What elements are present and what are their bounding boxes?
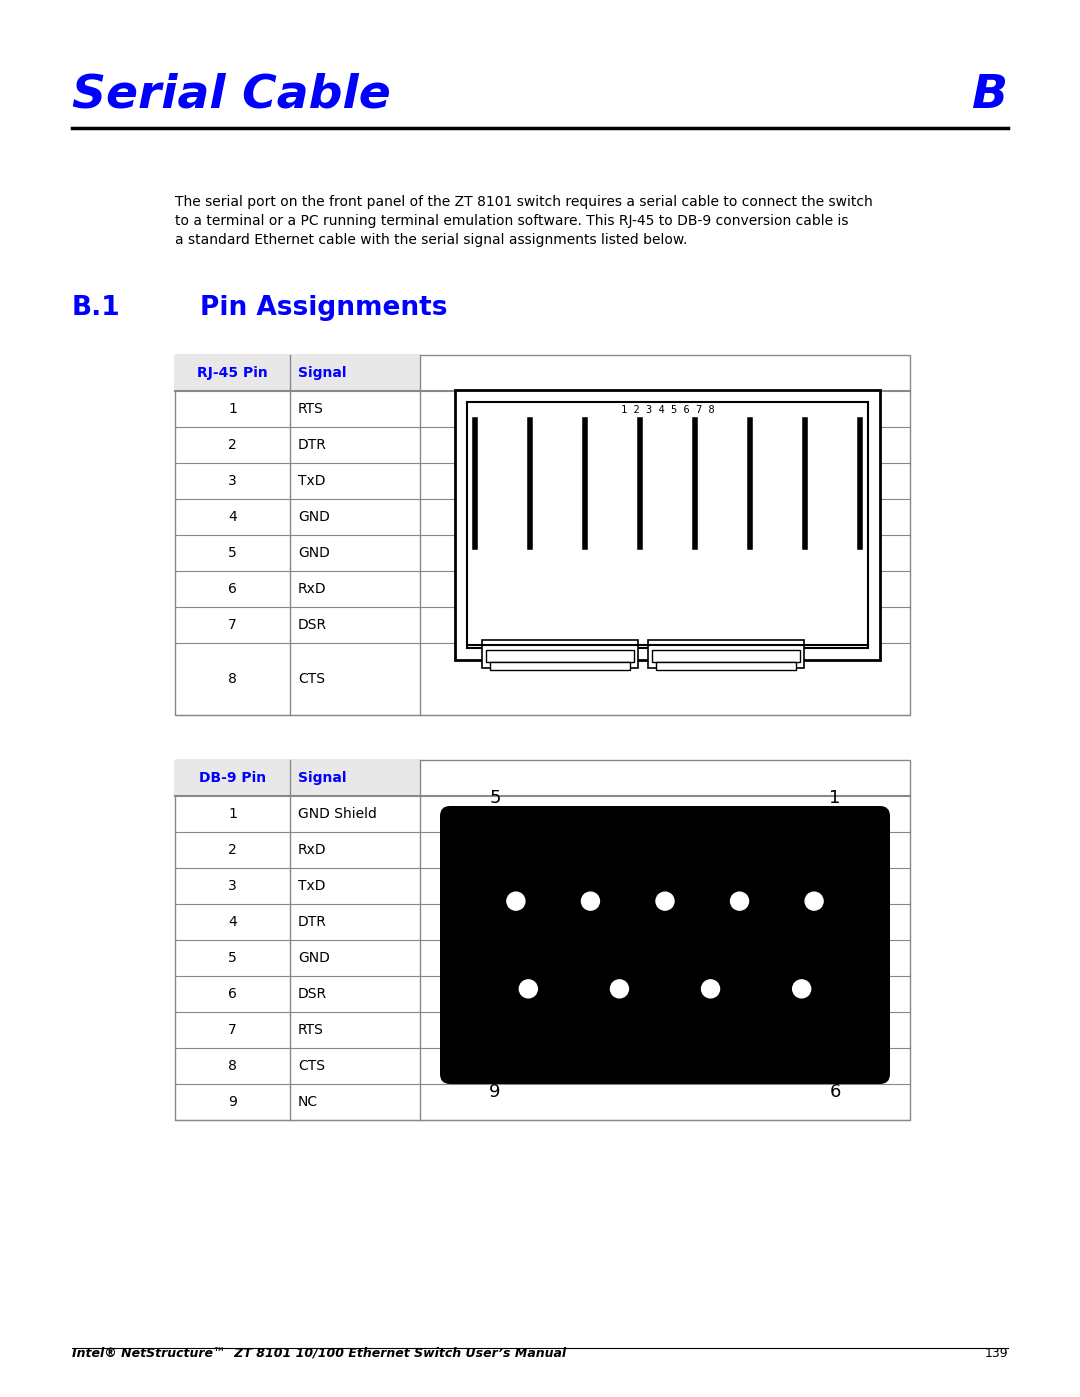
Text: 3: 3: [228, 474, 237, 488]
Circle shape: [805, 893, 823, 909]
Text: 5: 5: [228, 951, 237, 965]
Text: RxD: RxD: [298, 583, 326, 597]
Text: 1: 1: [829, 789, 840, 807]
Text: 5: 5: [228, 546, 237, 560]
Circle shape: [656, 893, 674, 909]
Bar: [486, 650, 634, 662]
Text: Pin Assignments: Pin Assignments: [200, 295, 447, 321]
Bar: [656, 662, 796, 671]
Circle shape: [730, 893, 748, 909]
Text: RxD: RxD: [298, 842, 326, 856]
Text: RJ-45 Pin: RJ-45 Pin: [198, 366, 268, 380]
Circle shape: [519, 979, 538, 997]
Bar: [175, 760, 910, 1120]
Text: 2: 2: [228, 439, 237, 453]
Text: 7: 7: [228, 617, 237, 631]
Text: 2: 2: [228, 842, 237, 856]
Text: DSR: DSR: [298, 988, 327, 1002]
Bar: [490, 662, 630, 671]
Text: CTS: CTS: [298, 672, 325, 686]
Text: B.1: B.1: [72, 295, 121, 321]
Text: RTS: RTS: [298, 1023, 324, 1037]
Text: The serial port on the front panel of the ZT 8101 switch requires a serial cable: The serial port on the front panel of th…: [175, 196, 873, 210]
Text: TxD: TxD: [298, 879, 325, 893]
FancyBboxPatch shape: [440, 806, 890, 1084]
Text: DB-9 Pin: DB-9 Pin: [199, 771, 266, 785]
Bar: [175, 355, 420, 391]
Text: GND: GND: [298, 510, 329, 524]
Bar: [467, 402, 868, 648]
Text: Serial Cable: Serial Cable: [72, 73, 391, 117]
Circle shape: [702, 979, 719, 997]
Text: Intel® NetStructure™  ZT 8101 10/100 Ethernet Switch User’s Manual: Intel® NetStructure™ ZT 8101 10/100 Ethe…: [72, 1347, 566, 1361]
Circle shape: [507, 893, 525, 909]
Circle shape: [610, 979, 629, 997]
Text: RTS: RTS: [298, 402, 324, 416]
Text: 4: 4: [228, 510, 237, 524]
Text: GND: GND: [298, 546, 329, 560]
Text: Signal: Signal: [298, 771, 347, 785]
Text: 1: 1: [228, 807, 237, 821]
Text: 1 2 3 4 5 6 7 8: 1 2 3 4 5 6 7 8: [621, 405, 714, 415]
Text: GND: GND: [298, 951, 329, 965]
Text: to a terminal or a PC running terminal emulation software. This RJ-45 to DB-9 co: to a terminal or a PC running terminal e…: [175, 214, 849, 228]
Text: DSR: DSR: [298, 617, 327, 631]
Text: Signal: Signal: [298, 366, 347, 380]
Text: 6: 6: [228, 988, 237, 1002]
Circle shape: [793, 979, 811, 997]
Text: a standard Ethernet cable with the serial signal assignments listed below.: a standard Ethernet cable with the seria…: [175, 233, 687, 247]
Text: DTR: DTR: [298, 915, 327, 929]
Text: NC: NC: [298, 1095, 319, 1109]
Text: 6: 6: [829, 1083, 840, 1101]
Text: CTS: CTS: [298, 1059, 325, 1073]
Text: 3: 3: [228, 879, 237, 893]
Text: TxD: TxD: [298, 474, 325, 488]
Text: B: B: [972, 73, 1008, 117]
Text: 1: 1: [228, 402, 237, 416]
Bar: [648, 640, 804, 668]
Text: 5: 5: [489, 789, 501, 807]
Text: 8: 8: [228, 672, 237, 686]
Bar: [175, 355, 910, 715]
Text: 9: 9: [489, 1083, 501, 1101]
Text: 4: 4: [228, 915, 237, 929]
Bar: [455, 390, 880, 659]
Text: 8: 8: [228, 1059, 237, 1073]
Text: 139: 139: [984, 1347, 1008, 1361]
Text: 9: 9: [228, 1095, 237, 1109]
Bar: [175, 760, 420, 796]
Circle shape: [581, 893, 599, 909]
Bar: [652, 650, 799, 662]
Text: 7: 7: [228, 1023, 237, 1037]
Text: GND Shield: GND Shield: [298, 807, 377, 821]
Text: 6: 6: [228, 583, 237, 597]
Text: DTR: DTR: [298, 439, 327, 453]
Bar: [482, 640, 638, 668]
